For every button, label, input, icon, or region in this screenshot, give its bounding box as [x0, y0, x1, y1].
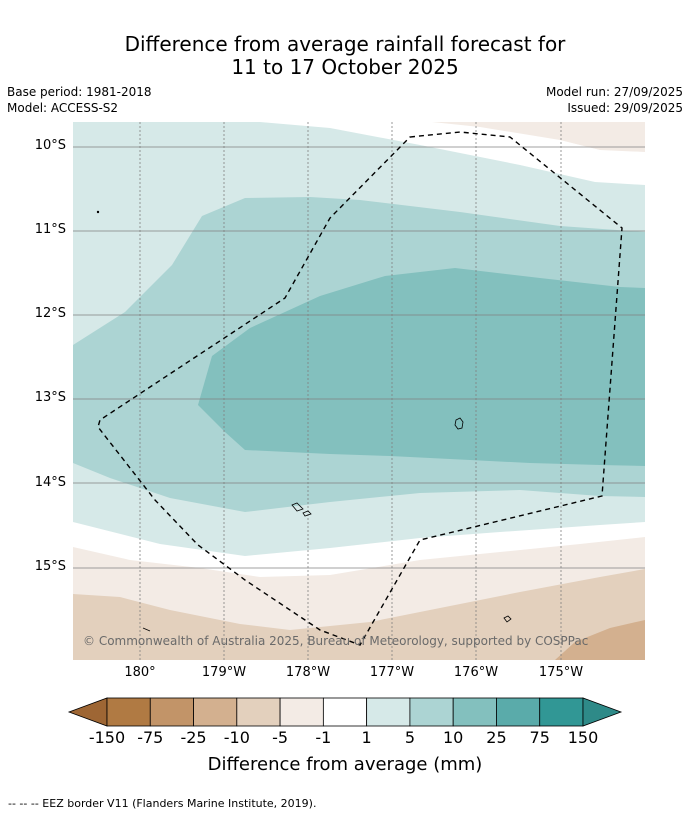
contour-minus5-to-minus10 [73, 569, 645, 660]
lon-label-175w: 175°W [538, 665, 584, 680]
island-wallis [454, 417, 464, 430]
model-name: Model: ACCESS-S2 [7, 101, 119, 115]
colorbar-tick-label: 5 [404, 728, 415, 747]
colorbar-segment [322, 697, 368, 727]
colorbar-overflow-triangle [582, 697, 623, 727]
colorbar-tick-label: -1 [315, 728, 332, 747]
lon-label-178w: 178°W [285, 665, 331, 680]
island-niuafoou [503, 615, 512, 623]
colorbar-tick-label: -150 [88, 728, 126, 747]
colorbar-tick-label: 150 [567, 728, 599, 747]
colorbar-segment [452, 697, 497, 727]
forecast-contours [73, 122, 645, 660]
colorbar-segment [366, 697, 411, 727]
lon-label-177w: 177°W [369, 665, 415, 680]
lat-label-10s: 10°S [34, 138, 66, 153]
island-alofi [302, 510, 312, 517]
colorbar-underflow-triangle [67, 697, 108, 727]
lon-label-180: 180° [124, 665, 156, 680]
colorbar-tick-label: -75 [137, 728, 164, 747]
colorbar-segment [539, 697, 584, 727]
model-run: Model run: 27/09/2025 [545, 85, 683, 99]
islands [96, 210, 512, 632]
islet-marker [96, 210, 100, 214]
colorbar-title: Difference from average (mm) [207, 754, 483, 775]
contour-10-to-25 [198, 268, 645, 466]
lat-label-12s: 12°S [34, 306, 66, 321]
colorbar-segment [496, 697, 541, 727]
lon-label-179w: 179°W [201, 665, 247, 680]
lat-label-11s: 11°S [34, 222, 66, 237]
colorbar-tick-label: -5 [272, 728, 289, 747]
lat-label-13s: 13°S [34, 390, 66, 405]
colorbar-tick-label: 10 [442, 728, 464, 747]
colorbar-tick-label: -10 [223, 728, 250, 747]
island-south-west [142, 627, 151, 632]
eez-border [97, 131, 623, 646]
base-period: Base period: 1981-2018 [7, 85, 152, 99]
colorbar-segment [106, 697, 151, 727]
colorbar [67, 697, 623, 727]
colorbar-tick-label: 25 [486, 728, 507, 747]
contour-minus1-to-minus5-ne [432, 122, 645, 152]
contour-minus10-to-minus25 [555, 620, 645, 660]
island-futuna [291, 502, 304, 512]
lat-label-14s: 14°S [34, 475, 66, 490]
lon-label-176w: 176°W [453, 665, 499, 680]
attribution-text: © Commonwealth of Australia 2025, Bureau… [83, 634, 589, 648]
colorbar-tick-label: 1 [361, 728, 372, 747]
colorbar-segment [279, 697, 324, 727]
issued-date: Issued: 29/09/2025 [567, 101, 683, 115]
colorbar-segment [193, 697, 238, 727]
colorbar-tick-label: -25 [180, 728, 207, 747]
eez-footnote: -- -- -- EEZ border V11 (Flanders Marine… [8, 797, 317, 810]
map-title-line1: Difference from average rainfall forecas… [124, 32, 566, 56]
lat-label-15s: 15°S [34, 559, 66, 574]
graticule [73, 122, 645, 660]
colorbar-tick-label: 75 [529, 728, 550, 747]
colorbar-segment [236, 697, 281, 727]
map-title-line2: 11 to 17 October 2025 [231, 55, 459, 79]
colorbar-segment [409, 697, 454, 727]
colorbar-segment [149, 697, 194, 727]
